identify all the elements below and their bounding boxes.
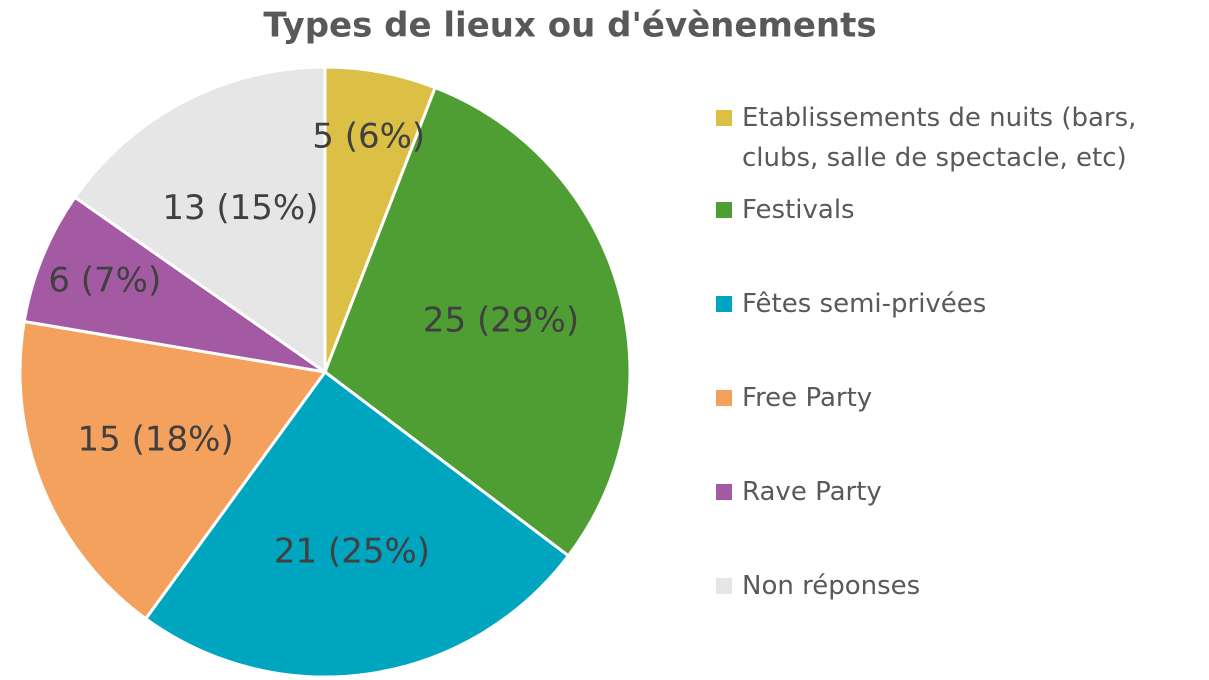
- data-label: 21 (25%): [274, 532, 430, 572]
- legend-swatch: [716, 390, 732, 406]
- legend-label: Non réponses: [742, 571, 921, 601]
- legend-item: Fêtes semi-privées: [710, 284, 1200, 378]
- pie-slice: [143, 369, 571, 679]
- legend-label: Fêtes semi-privées: [742, 289, 987, 319]
- pie-slice: [22, 195, 326, 374]
- data-label: 6 (7%): [48, 260, 161, 300]
- legend-label: Free Party: [742, 383, 873, 413]
- legend-label: Rave Party: [742, 477, 882, 507]
- legend-item: Non réponses: [710, 566, 1200, 660]
- pie-slice: [18, 319, 328, 621]
- legend-item: Free Party: [710, 378, 1200, 472]
- data-label: 13 (15%): [162, 188, 318, 228]
- legend-item: Rave Party: [710, 472, 1200, 566]
- legend-swatch: [716, 484, 732, 500]
- chart-title: Types de lieux ou d'évènements: [263, 6, 876, 46]
- legend-item: Etablissements de nuits (bars, clubs, sa…: [710, 98, 1200, 190]
- legend: Etablissements de nuits (bars, clubs, sa…: [710, 98, 1200, 660]
- legend-label: Festivals: [742, 195, 855, 225]
- legend-item: Festivals: [710, 190, 1200, 284]
- pie-slice: [323, 85, 632, 558]
- legend-label: Etablissements de nuits (bars, clubs, sa…: [742, 103, 1137, 173]
- legend-swatch: [716, 296, 732, 312]
- data-label: 15 (18%): [78, 420, 234, 460]
- pie-slice: [72, 65, 327, 375]
- data-label: 5 (6%): [312, 117, 425, 157]
- legend-swatch: [716, 202, 732, 218]
- legend-swatch: [716, 578, 732, 594]
- legend-swatch: [716, 110, 732, 126]
- data-label: 25 (29%): [423, 300, 579, 340]
